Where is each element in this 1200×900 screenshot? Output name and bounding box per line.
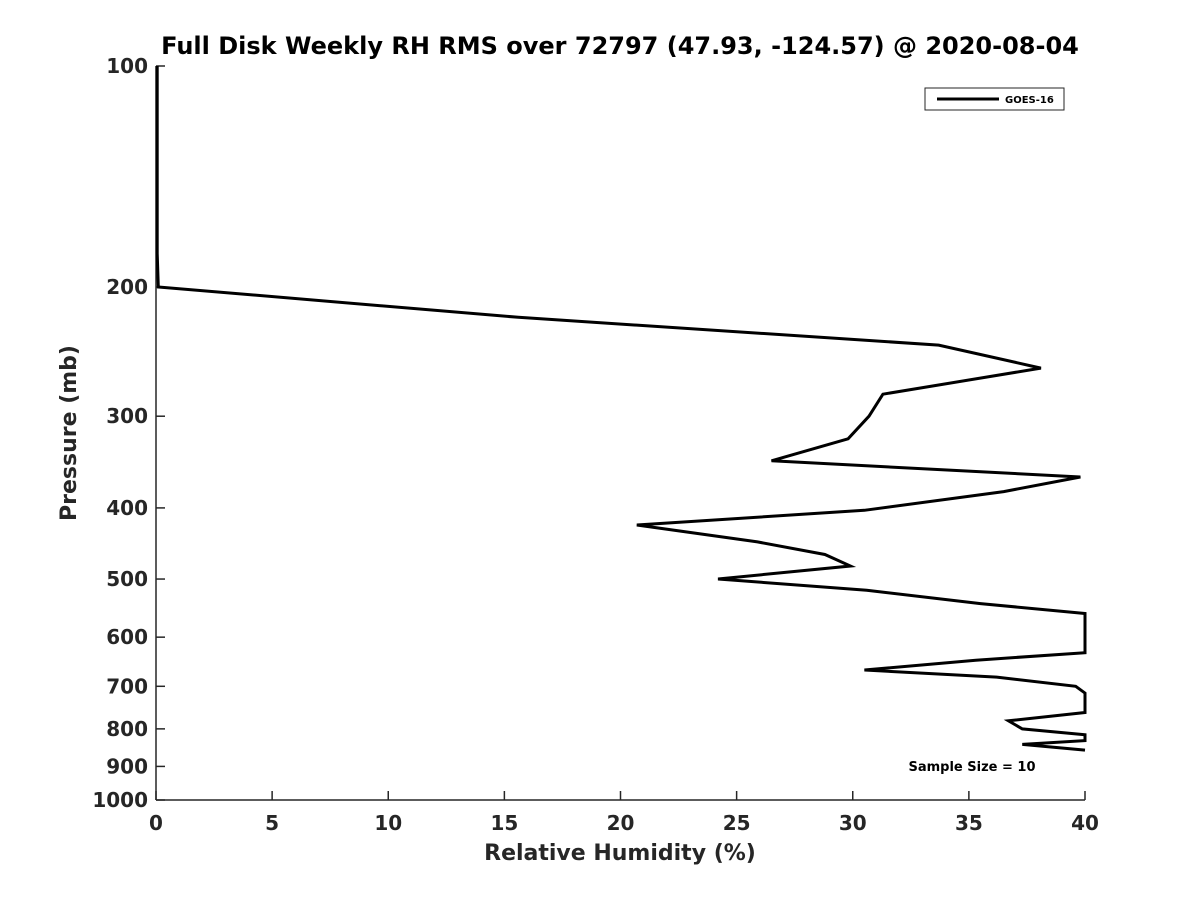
y-tick-label: 400 [106,496,148,520]
series-line-goes-16 [155,66,1087,752]
y-tick-label: 1000 [92,788,148,812]
y-tick-label: 100 [106,54,148,78]
x-tick-label: 35 [955,811,983,835]
x-axis-label: Relative Humidity (%) [484,841,756,866]
y-tick-label: 300 [106,404,148,428]
x-tick-label: 40 [1071,811,1099,835]
y-tick-label: 900 [106,754,148,778]
x-tick-label: 15 [490,811,518,835]
legend: GOES-16 [924,87,1065,111]
x-tick-label: 5 [265,811,279,835]
y-tick-label: 200 [106,275,148,299]
y-tick-label: 800 [106,717,148,741]
x-axis-ticks: 0 5 10 15 20 25 30 35 40 [149,791,1099,835]
y-axis-label: Pressure (mb) [57,345,82,521]
sample-size-annotation: Sample Size = 10 [908,760,1035,775]
y-axis-ticks: 100 200 300 400 500 600 700 800 900 1000 [92,54,165,812]
x-tick-label: 10 [374,811,402,835]
y-tick-label: 700 [106,674,148,698]
y-tick-label: 500 [106,567,148,591]
y-tick-label: 600 [106,625,148,649]
series-layer [155,66,1087,752]
x-tick-label: 0 [149,811,163,835]
chart-title: Full Disk Weekly RH RMS over 72797 (47.9… [161,32,1079,60]
x-tick-label: 20 [607,811,635,835]
x-tick-label: 25 [723,811,751,835]
legend-label-goes-16: GOES-16 [1005,95,1054,106]
x-tick-label: 30 [839,811,867,835]
